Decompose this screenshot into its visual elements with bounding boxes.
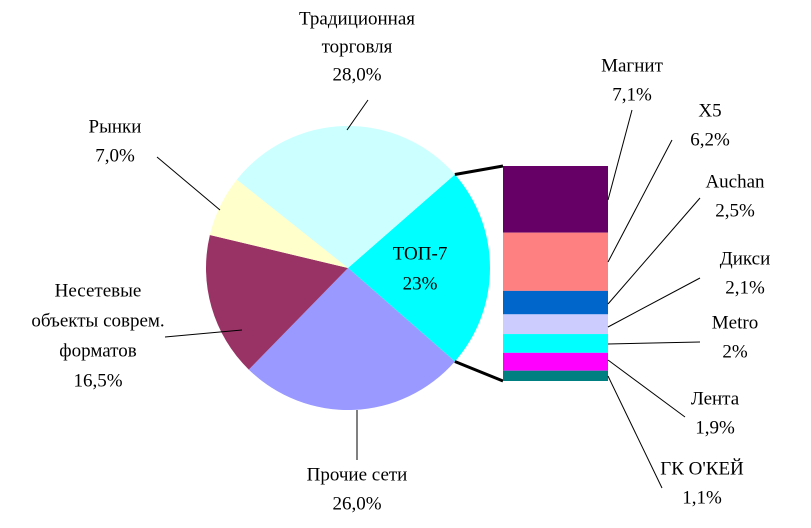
leader-line [607,139,673,263]
leader-line [607,277,701,328]
slice-value-label: 23% [403,273,438,294]
bar-segment [503,166,608,233]
leader-line [607,359,686,418]
segment-label: Auchan [705,171,765,192]
leader-line [607,341,701,345]
bar-segment [503,334,608,353]
segment-value-label: 2,1% [725,277,765,298]
segment-label: Лента [691,388,740,409]
leader-line [164,329,243,338]
bar-segment [503,352,608,371]
slice-value-label: 26,0% [332,493,381,514]
leader-line [607,375,663,489]
segment-value-label: 1,1% [682,487,722,508]
slice-label: форматов [59,340,136,361]
leader-line [607,197,701,305]
slice-label: Прочие сети [307,464,408,485]
pie-slice [209,179,348,268]
bar-segment [503,314,608,335]
segment-value-label: 1,9% [695,417,735,438]
segment-value-label: 2% [722,341,748,362]
segment-value-label: 6,2% [690,129,730,150]
segment-value-label: 2,5% [715,200,755,221]
pie-slice [206,235,348,370]
segment-label: Metro [712,312,758,333]
leader-line [607,109,633,201]
connector [454,360,504,383]
slice-label: Несетевые [55,280,142,301]
slice-label: ТОП-7 [393,243,448,264]
bar-segment [503,370,608,381]
segment-label: Магнит [601,55,663,76]
slice-value-label: 16,5% [73,370,122,391]
leader-line [346,99,369,131]
bar-segment [503,232,608,291]
segment-label: ГК О'КЕЙ [660,458,744,479]
leader-line [156,156,221,211]
slice-label: объекты соврем. [31,310,164,331]
bar-segment [503,290,608,315]
slice-value-label: 28,0% [332,64,381,85]
segment-value-label: 7,1% [612,84,652,105]
pie-slice [236,126,455,269]
slice-label: Рынки [89,116,142,137]
pie-slice [348,174,490,362]
pie-slice [248,268,455,410]
segment-label: Дикси [720,248,771,269]
segment-label: X5 [698,100,721,121]
slice-label: Традиционная [299,8,415,29]
slice-value-label: 7,0% [95,145,135,166]
slice-label: торговля [322,36,393,57]
connector [454,164,504,176]
